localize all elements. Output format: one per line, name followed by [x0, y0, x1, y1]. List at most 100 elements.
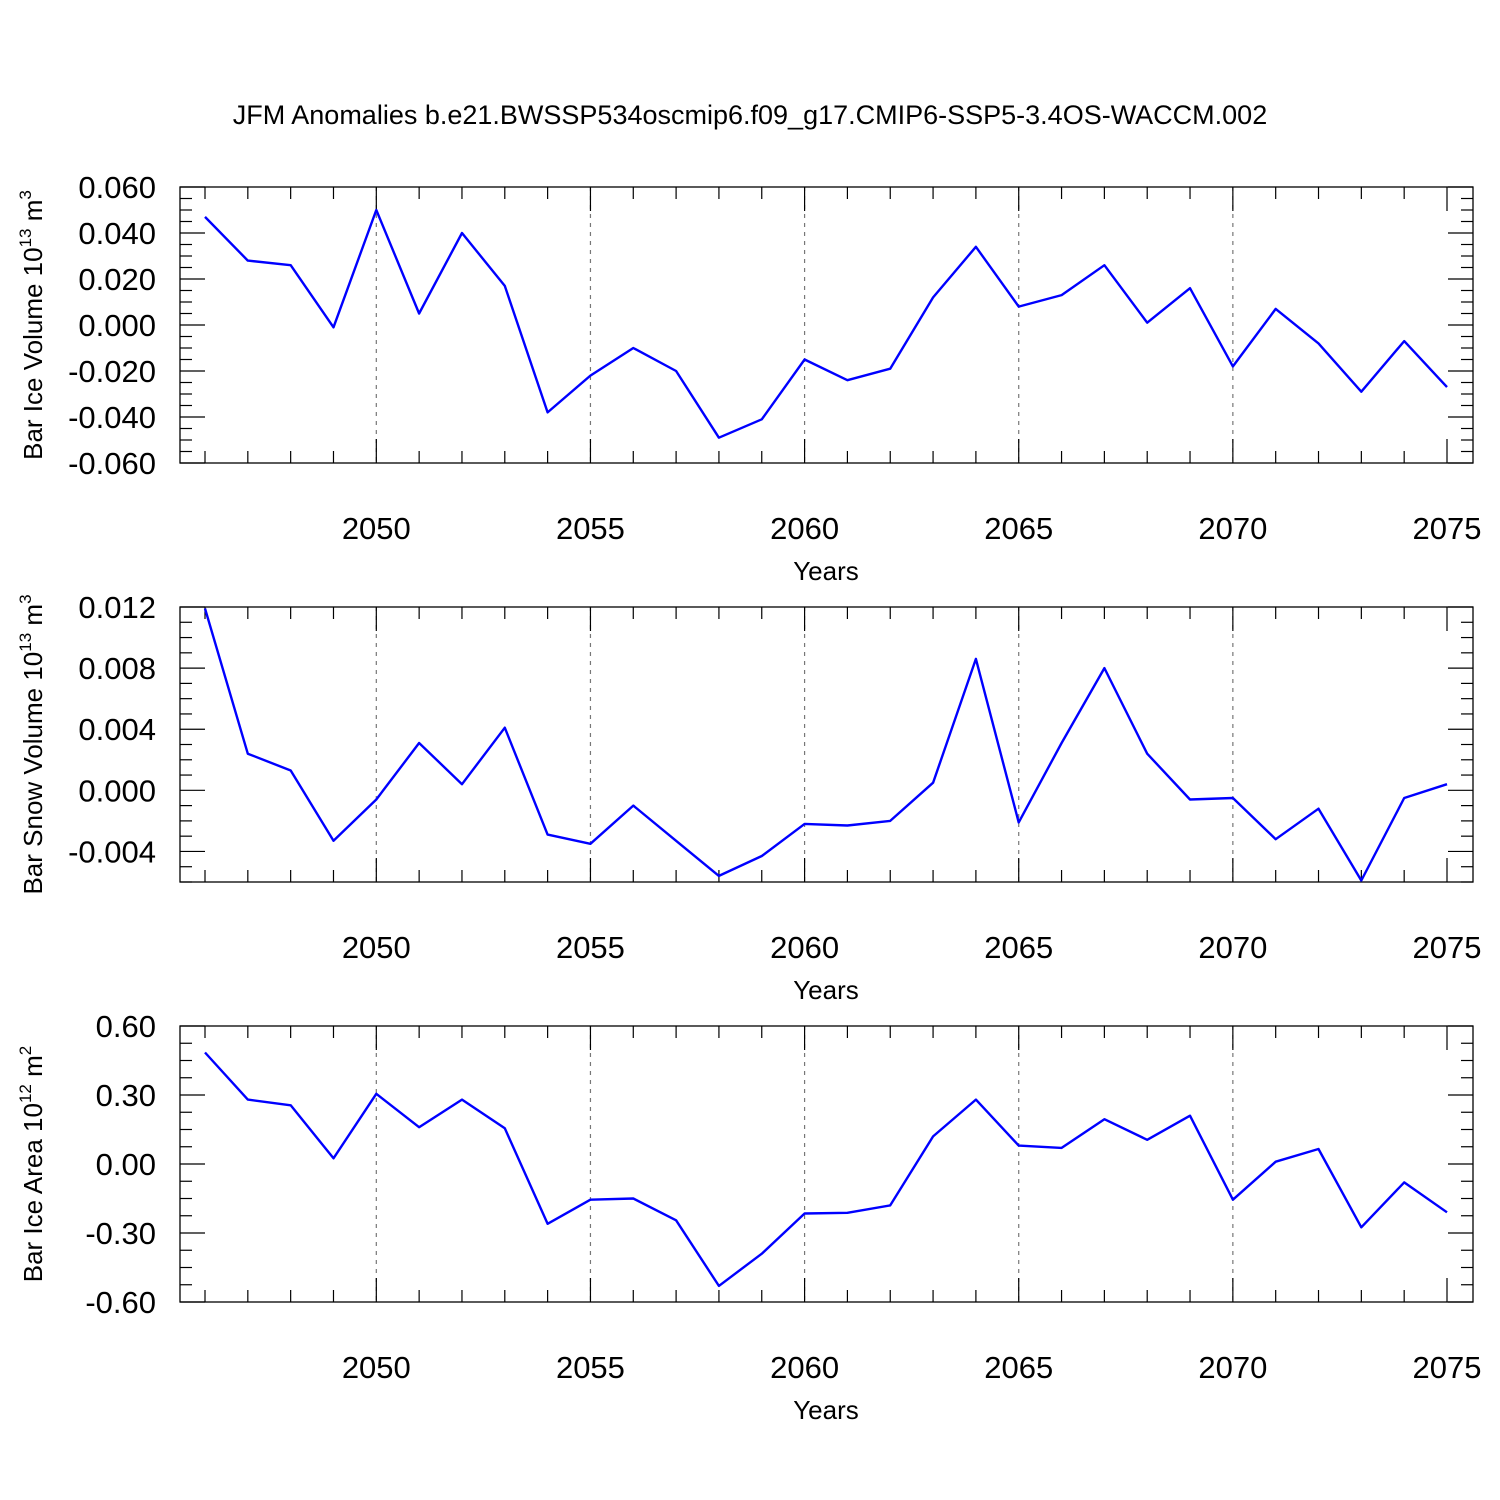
- data-point: [1188, 797, 1192, 801]
- data-point: [588, 373, 592, 377]
- y-tick-label: 0.004: [78, 712, 156, 747]
- data-point: [802, 822, 806, 826]
- data-point: [374, 797, 378, 801]
- data-point: [288, 1103, 292, 1107]
- y-tick-label: -0.004: [68, 834, 156, 869]
- data-point: [460, 1097, 464, 1101]
- data-point: [588, 1197, 592, 1201]
- y-tick-label: 0.040: [78, 216, 156, 251]
- data-point: [331, 325, 335, 329]
- y-axis-label-superscript: 3: [16, 594, 35, 603]
- data-point: [888, 1203, 892, 1207]
- data-point: [974, 657, 978, 661]
- y-tick-label: 0.008: [78, 651, 156, 686]
- series-line: [204, 1051, 1448, 1288]
- x-tick-label: 2070: [1198, 930, 1267, 965]
- data-point: [1059, 741, 1063, 745]
- x-tick-label: 2055: [556, 1350, 625, 1385]
- y-axis-label: Bar Ice Volume 1013 m3: [16, 190, 48, 460]
- data-point: [674, 1218, 678, 1222]
- x-tick-label: 2055: [556, 930, 625, 965]
- data-point: [246, 751, 250, 755]
- x-tick-label: 2050: [342, 511, 411, 546]
- data-point: [1231, 364, 1235, 368]
- data-point: [503, 1126, 507, 1130]
- y-axis-label-part: Bar Ice Volume 10: [18, 247, 48, 459]
- x-tick-label: 2065: [984, 511, 1053, 546]
- y-tick-label: 0.000: [78, 308, 156, 343]
- data-point: [1017, 1143, 1021, 1147]
- data-point: [931, 1134, 935, 1138]
- y-axis-label-superscript: 12: [16, 1084, 35, 1103]
- data-point: [1273, 307, 1277, 311]
- data-point: [931, 295, 935, 299]
- y-tick-label: 0.060: [78, 170, 156, 205]
- data-point: [1402, 339, 1406, 343]
- x-tick-label: 2050: [342, 1350, 411, 1385]
- x-tick-label: 2055: [556, 511, 625, 546]
- data-point: [417, 741, 421, 745]
- y-tick-label: -0.60: [85, 1285, 156, 1320]
- data-point: [1359, 878, 1363, 882]
- data-point: [631, 803, 635, 807]
- data-point: [888, 367, 892, 371]
- y-axis-label-part: m: [18, 1055, 48, 1084]
- chart-panel-3: -0.60 -0.30 0.00 0.30 0.60 2050 2055 2060 2065 20…: [16, 1009, 1481, 1425]
- y-tick-label: 0.30: [96, 1078, 156, 1113]
- data-point: [1188, 1114, 1192, 1118]
- data-point: [1145, 751, 1149, 755]
- data-point: [717, 874, 721, 878]
- data-point: [1145, 321, 1149, 325]
- x-axis-label: Years: [793, 556, 859, 586]
- data-point: [631, 346, 635, 350]
- data-point: [1102, 666, 1106, 670]
- y-tick-label: 0.60: [96, 1009, 156, 1044]
- plot-frame: [179, 1025, 1474, 1303]
- y-axis-label-part: m: [18, 200, 48, 229]
- data-point: [374, 208, 378, 212]
- data-point: [545, 832, 549, 836]
- x-tick-label: 2050: [342, 930, 411, 965]
- chart-panels: -0.060-0.040-0.0200.0000.0200.0400.06020…: [16, 170, 1481, 1425]
- data-point: [331, 839, 335, 843]
- y-axis-label-superscript: 2: [16, 1046, 35, 1055]
- data-point: [460, 782, 464, 786]
- x-tick-label: 2075: [1413, 930, 1482, 965]
- data-point: [1273, 1160, 1277, 1164]
- data-point: [1316, 1147, 1320, 1151]
- data-point: [1402, 1180, 1406, 1184]
- y-axis-label-superscript: 13: [16, 228, 35, 247]
- data-point: [1059, 1146, 1063, 1150]
- data-point: [203, 215, 207, 219]
- data-point: [717, 1284, 721, 1288]
- data-point: [588, 842, 592, 846]
- x-tick-label: 2070: [1198, 511, 1267, 546]
- figure-title: JFM Anomalies b.e21.BWSSP534oscmip6.f09_…: [233, 100, 1267, 130]
- data-point: [1231, 796, 1235, 800]
- data-point: [1359, 1225, 1363, 1229]
- data-point: [888, 819, 892, 823]
- x-tick-label: 2065: [984, 930, 1053, 965]
- data-point: [288, 768, 292, 772]
- data-point: [545, 410, 549, 414]
- data-point: [760, 417, 764, 421]
- data-point: [1359, 390, 1363, 394]
- x-tick-label: 2070: [1198, 1350, 1267, 1385]
- x-tick-label: 2060: [770, 930, 839, 965]
- data-point: [1102, 1117, 1106, 1121]
- data-point: [203, 606, 207, 610]
- y-tick-label: -0.020: [68, 354, 156, 389]
- data-point: [760, 854, 764, 858]
- data-point: [974, 245, 978, 249]
- data-point: [1445, 385, 1449, 389]
- data-point: [203, 1050, 207, 1054]
- y-tick-label: -0.060: [68, 446, 156, 481]
- data-point: [845, 823, 849, 827]
- data-point: [246, 1097, 250, 1101]
- data-point: [717, 436, 721, 440]
- chart-panel-2: -0.004 0.000 0.004 0.008 0.012 2050 2055 2060 20…: [16, 590, 1481, 1005]
- chart-panel-1: -0.060 -0.040 -0.020 0.000 0.020 0.040 0.060 20…: [16, 170, 1481, 586]
- data-point: [460, 231, 464, 235]
- data-point: [1316, 806, 1320, 810]
